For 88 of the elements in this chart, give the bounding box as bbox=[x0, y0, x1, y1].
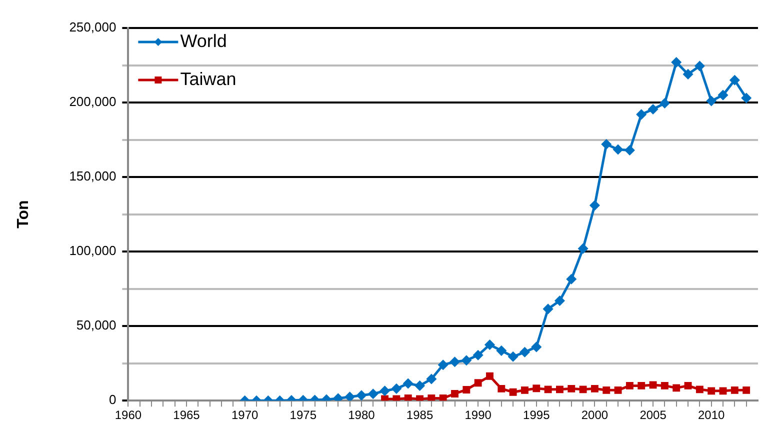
point bbox=[719, 387, 727, 395]
point bbox=[718, 90, 728, 100]
x-tick-label: 1965 bbox=[173, 408, 200, 422]
point bbox=[415, 380, 425, 390]
x-tick-label: 1975 bbox=[290, 408, 317, 422]
y-axis-title: Ton bbox=[15, 200, 32, 228]
point bbox=[638, 382, 646, 390]
point bbox=[416, 395, 424, 401]
point bbox=[498, 384, 506, 392]
point bbox=[450, 357, 460, 367]
point bbox=[684, 382, 692, 390]
point bbox=[554, 296, 564, 306]
point bbox=[485, 340, 494, 350]
point bbox=[474, 379, 482, 387]
point bbox=[438, 360, 448, 370]
point bbox=[578, 244, 588, 254]
x-tick-label: 2005 bbox=[640, 408, 667, 422]
point bbox=[602, 140, 612, 149]
point bbox=[708, 387, 716, 395]
point bbox=[683, 69, 693, 79]
point bbox=[602, 386, 610, 394]
y-tick-label: 200,000 bbox=[69, 94, 116, 110]
point bbox=[521, 386, 528, 394]
point bbox=[426, 374, 436, 384]
point bbox=[392, 395, 400, 401]
point bbox=[543, 304, 553, 314]
point bbox=[356, 390, 366, 400]
point bbox=[368, 389, 378, 399]
point bbox=[742, 93, 752, 103]
point bbox=[706, 96, 716, 106]
point bbox=[568, 384, 576, 392]
point bbox=[451, 390, 458, 398]
point bbox=[392, 384, 402, 394]
point bbox=[590, 200, 600, 210]
legend-label: World bbox=[180, 30, 227, 51]
y-tick-label: 150,000 bbox=[69, 168, 116, 184]
point bbox=[730, 386, 738, 394]
x-tick-label: 1985 bbox=[406, 408, 434, 422]
point bbox=[556, 386, 564, 394]
x-tick-label: 1990 bbox=[464, 408, 492, 422]
point bbox=[636, 110, 646, 120]
point bbox=[333, 394, 343, 401]
point bbox=[648, 104, 658, 114]
point bbox=[694, 61, 704, 71]
x-tick-label: 2000 bbox=[581, 408, 608, 422]
point bbox=[403, 378, 413, 388]
point bbox=[672, 384, 680, 392]
x-tick-label: 1970 bbox=[231, 408, 258, 422]
point bbox=[532, 342, 542, 352]
point bbox=[345, 392, 355, 401]
x-tick-label: 1980 bbox=[348, 408, 376, 422]
point bbox=[508, 352, 518, 362]
point bbox=[590, 384, 598, 392]
point bbox=[660, 98, 670, 108]
point bbox=[613, 144, 623, 154]
legend-label: Taiwan bbox=[180, 68, 236, 89]
point bbox=[462, 356, 472, 366]
y-tick-label: 100,000 bbox=[69, 243, 116, 258]
x-tick-label: 1960 bbox=[114, 408, 142, 422]
point bbox=[742, 386, 750, 394]
point bbox=[649, 381, 657, 389]
point bbox=[579, 386, 587, 394]
y-tick-label: 50,000 bbox=[76, 318, 116, 333]
point bbox=[380, 386, 390, 396]
x-tick-label: 2010 bbox=[698, 408, 726, 422]
point bbox=[462, 386, 470, 394]
point bbox=[486, 372, 494, 380]
y-tick-label: 0 bbox=[108, 392, 116, 408]
point bbox=[660, 382, 668, 390]
point bbox=[672, 58, 682, 68]
point bbox=[473, 350, 483, 360]
point bbox=[509, 388, 517, 396]
point bbox=[404, 394, 412, 401]
y-tick-label: 250,000 bbox=[69, 20, 116, 35]
point bbox=[428, 394, 436, 401]
point bbox=[626, 382, 634, 390]
point bbox=[730, 75, 740, 85]
x-tick-label: 1995 bbox=[523, 408, 550, 422]
point bbox=[532, 384, 540, 392]
point bbox=[381, 395, 389, 401]
point bbox=[520, 347, 530, 357]
point bbox=[696, 386, 704, 394]
point bbox=[496, 346, 506, 356]
point bbox=[566, 274, 576, 284]
point bbox=[614, 386, 622, 394]
point bbox=[439, 394, 447, 401]
point bbox=[544, 386, 552, 394]
point bbox=[624, 145, 634, 155]
